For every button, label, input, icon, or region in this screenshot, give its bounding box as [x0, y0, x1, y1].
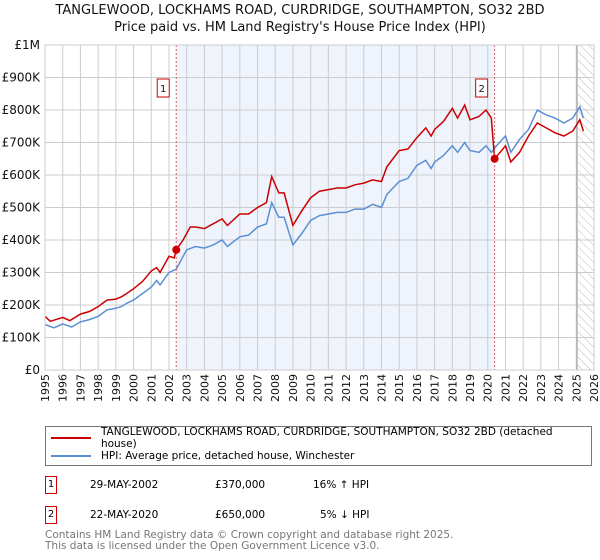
x-tick-label: 2017	[429, 374, 442, 402]
transaction-marker: 1	[45, 476, 57, 494]
y-tick-label: £100K	[2, 331, 42, 345]
x-tick-label: 2019	[464, 374, 477, 402]
x-tick-label: 2018	[446, 374, 459, 402]
y-tick-label: £900K	[2, 71, 42, 85]
legend-label-property: TANGLEWOOD, LOCKHAMS ROAD, CURDRIDGE, SO…	[100, 426, 553, 450]
x-tick-label: 1998	[92, 374, 105, 402]
y-tick-label: £400K	[2, 233, 42, 247]
x-tick-label: 2015	[393, 374, 406, 402]
y-tick-label: £0	[25, 363, 40, 377]
x-tick-label: 2004	[198, 374, 211, 402]
x-tick-label: 2014	[375, 374, 388, 402]
x-tick-label: 2007	[252, 374, 265, 402]
y-tick-label: £600K	[2, 168, 42, 182]
chart-subtitle: Price paid vs. HM Land Registry's House …	[114, 20, 486, 35]
x-tick-label: 2022	[517, 374, 530, 402]
transaction-hpi-change: 5% ↓ HPI	[320, 509, 370, 521]
x-tick-label: 2012	[340, 374, 353, 402]
footer: Contains HM Land Registry data © Crown c…	[45, 530, 453, 552]
plot-frame	[44, 44, 595, 371]
transaction-marker: 2	[45, 506, 57, 524]
sale-label-box	[156, 78, 170, 98]
x-tick-label: 2002	[163, 374, 176, 402]
transaction-date: 29-MAY-2002	[90, 479, 159, 491]
footer-copyright: Contains HM Land Registry data © Crown c…	[45, 529, 454, 541]
x-tick-label: 2025	[570, 374, 583, 402]
x-tick-label: 2010	[305, 374, 318, 402]
legend-swatch-hpi	[51, 455, 91, 457]
sale-label-box	[475, 78, 489, 98]
hpi-line	[44, 105, 585, 329]
y-tick-label: £800K	[2, 103, 42, 117]
x-tick-label: 1996	[57, 374, 70, 402]
legend-item-hpi: HPI: Average price, detached house, Winc…	[46, 448, 354, 464]
y-tick-label: £200K	[2, 298, 42, 312]
x-tick-label: 2011	[322, 374, 335, 402]
legend: TANGLEWOOD, LOCKHAMS ROAD, CURDRIDGE, SO…	[45, 426, 592, 466]
sale-label: 2	[478, 84, 484, 95]
x-tick-label: 2026	[588, 374, 600, 402]
x-tick-label: 1997	[74, 374, 87, 402]
y-tick-label: £700K	[2, 136, 42, 150]
x-tick-label: 2013	[358, 374, 371, 402]
x-tick-label: 2008	[269, 374, 282, 402]
x-tick-label: 2020	[482, 374, 495, 402]
footer-licence: This data is licensed under the Open Gov…	[45, 540, 380, 552]
sale-label: 1	[160, 84, 166, 95]
transaction-price: £650,000	[215, 509, 266, 521]
x-tick-label: 2021	[499, 374, 512, 402]
y-tick-label: £300K	[2, 266, 42, 280]
x-tick-label: 2001	[145, 374, 158, 402]
y-tick-label: £1M	[14, 38, 40, 52]
legend-item-property: TANGLEWOOD, LOCKHAMS ROAD, CURDRIDGE, SO…	[46, 426, 591, 450]
x-tick-label: 1999	[110, 374, 123, 402]
x-tick-label: 2005	[216, 374, 229, 402]
y-tick-label: £500K	[2, 201, 42, 215]
price-chart: 1995 1996 1997 1998 1999 2000 2001 2002 2003 2004…	[2, 38, 600, 402]
x-tick-label: 2009	[287, 374, 300, 402]
x-tick-label: 2000	[128, 374, 141, 402]
x-tick-label: 2003	[181, 374, 194, 402]
sale-point	[490, 154, 499, 163]
legend-label-hpi: HPI: Average price, detached house, Winc…	[101, 450, 355, 462]
x-tick-label: 2016	[411, 374, 424, 402]
transaction-price: £370,000	[215, 479, 266, 491]
x-tick-label: 2023	[535, 374, 548, 402]
transaction-hpi-change: 16% ↑ HPI	[313, 479, 370, 491]
sale-point	[172, 245, 181, 254]
chart-title: TANGLEWOOD, LOCKHAMS ROAD, CURDRIDGE, SO…	[55, 3, 545, 18]
legend-swatch-property	[51, 437, 91, 439]
x-tick-label: 1995	[39, 374, 52, 402]
transaction-date: 22-MAY-2020	[90, 509, 159, 521]
x-tick-label: 2024	[553, 374, 566, 402]
x-tick-label: 2006	[234, 374, 247, 402]
